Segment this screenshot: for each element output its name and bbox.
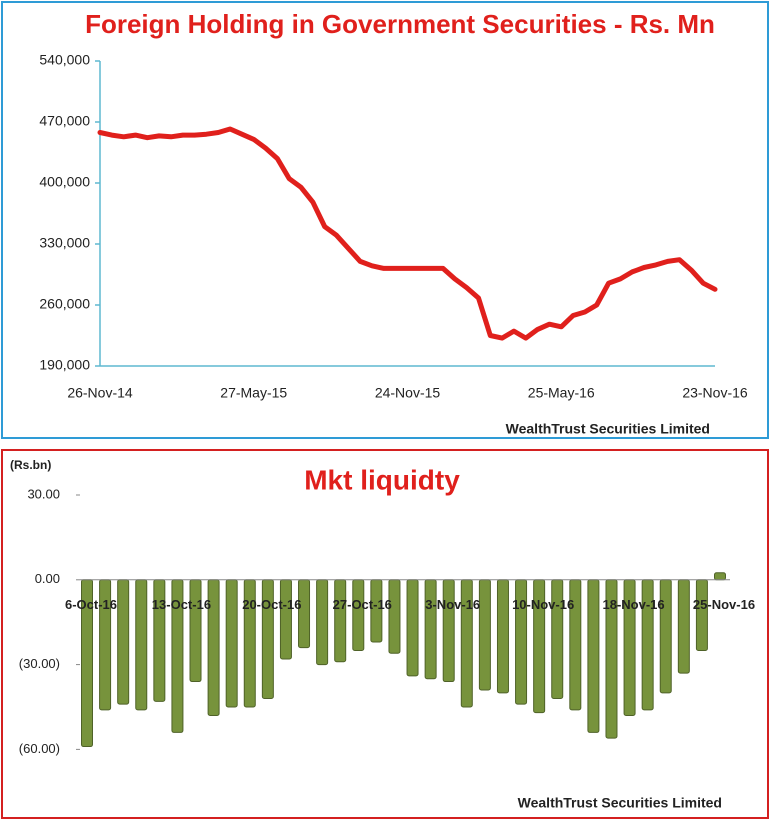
y-axis-label: (Rs.bn) [10,458,51,472]
panel-top [1,1,769,439]
y-tick-label: 30.00 [27,486,60,501]
x-tick-label: 24-Nov-15 [375,385,441,401]
bar [496,579,509,694]
bar [334,579,347,663]
bar [714,572,726,581]
bar [388,579,401,654]
y-tick-label: 190,000 [39,357,90,373]
bar [478,579,491,691]
line [97,126,718,341]
bar [677,579,690,674]
bar [298,579,311,649]
y-tick-label: (60.00) [19,741,60,756]
y-tick-label: 400,000 [39,174,90,190]
x-tick-label: 3-Nov-16 [425,597,480,612]
x-tick-label: 27-Oct-16 [333,597,392,612]
x-tick-label: 10-Nov-16 [512,597,574,612]
bar [442,579,455,683]
source: WealthTrust Securities Limited [518,795,722,811]
x-tick-label: 25-May-16 [528,385,595,401]
bar [695,579,708,651]
bar [424,579,437,680]
bar [316,579,329,666]
x-tick-label: 13-Oct-16 [152,597,211,612]
x-tick-label: 6-Oct-16 [65,597,117,612]
y-tick-label: 470,000 [39,113,90,129]
bar [225,579,238,708]
bar [279,579,292,660]
y-tick-label: 540,000 [39,52,90,68]
chart-title: Mkt liquidty [304,464,460,495]
panel-bottom [1,449,769,819]
chart-title: Foreign Holding in Government Securities… [85,9,715,39]
source: WealthTrust Securities Limited [506,421,710,437]
y-tick-label: 0.00 [35,571,60,586]
y-tick-label: (30.00) [19,656,60,671]
bar [587,579,600,733]
bar [352,579,365,651]
x-tick-label: 27-May-15 [220,385,287,401]
x-tick-label: 26-Nov-14 [67,385,133,401]
bar [117,579,130,705]
bar [406,579,419,677]
y-tick-label: 260,000 [39,296,90,312]
x-tick-label: 25-Nov-16 [693,597,755,612]
y-tick-label: 330,000 [39,235,90,251]
x-tick-label: 18-Nov-16 [603,597,665,612]
bar [189,579,202,683]
x-tick-label: 23-Nov-16 [682,385,748,401]
bar [135,579,148,711]
x-tick-label: 20-Oct-16 [242,597,301,612]
